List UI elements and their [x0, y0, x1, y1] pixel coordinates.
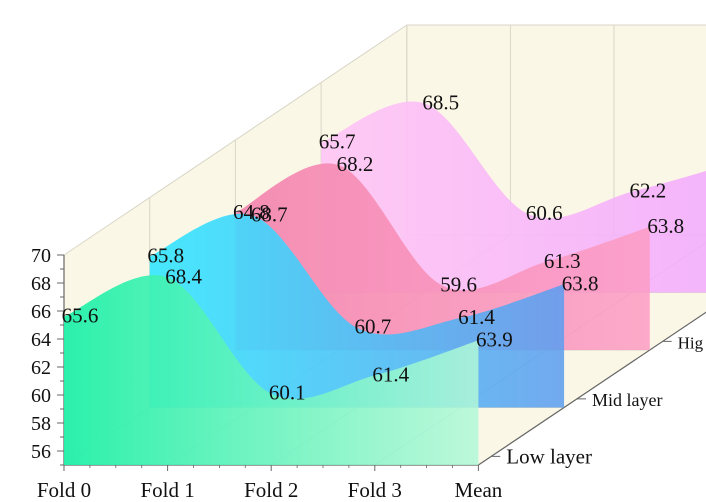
data-label: 65.8: [147, 243, 184, 267]
x-tick-label: Fold 3: [348, 478, 402, 502]
wall-edge: [63, 24, 408, 256]
series-label-hig-layer: Hig layer: [678, 333, 706, 352]
data-label: 65.6: [62, 304, 99, 328]
y-tick-label: 66: [31, 301, 51, 323]
ribbon-low-layer: [64, 275, 479, 465]
data-label: 61.4: [372, 362, 409, 386]
x-tick-label: Mean: [454, 478, 502, 502]
series-label-mid-layer: Mid layer: [592, 390, 662, 410]
y-tick-label: 56: [31, 441, 51, 463]
y-tick-label: 60: [31, 385, 51, 407]
x-tick-label: Fold 2: [244, 478, 298, 502]
data-label: 65.7: [319, 130, 356, 154]
chart-labels: 65.768.560.662.264.364.868.259.661.363.8…: [62, 91, 685, 405]
x-tick-label: Fold 1: [140, 478, 194, 502]
data-label: 68.5: [422, 91, 459, 115]
data-label: 61.4: [458, 305, 495, 329]
data-label: 60.1: [269, 381, 306, 405]
data-label: 61.3: [544, 249, 581, 273]
data-label: 60.6: [526, 201, 563, 225]
data-label: 63.8: [647, 214, 684, 238]
y-tick-label: 62: [31, 357, 51, 379]
data-label: 59.6: [440, 273, 477, 297]
data-label: 63.8: [562, 271, 599, 295]
data-label: 68.7: [251, 203, 288, 227]
data-label: 60.7: [355, 315, 392, 339]
data-label: 68.4: [165, 264, 202, 288]
y-tick-label: 58: [31, 413, 51, 435]
series-label-low-layer: Low layer: [506, 444, 592, 468]
chart-ribbons: [64, 101, 706, 465]
data-label: 62.2: [630, 179, 667, 203]
x-tick-label: Fold 0: [37, 478, 91, 502]
data-label: 63.9: [476, 327, 513, 351]
y-tick-label: 68: [31, 273, 51, 295]
y-tick-label: 64: [31, 329, 51, 351]
y-tick-label: 70: [31, 245, 51, 267]
data-label: 68.2: [337, 152, 374, 176]
data-label: 64.8: [233, 200, 270, 224]
